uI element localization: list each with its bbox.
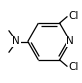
Text: Cl: Cl: [69, 11, 79, 21]
Text: Cl: Cl: [69, 62, 79, 72]
Text: N: N: [12, 37, 20, 46]
Text: N: N: [66, 37, 74, 46]
